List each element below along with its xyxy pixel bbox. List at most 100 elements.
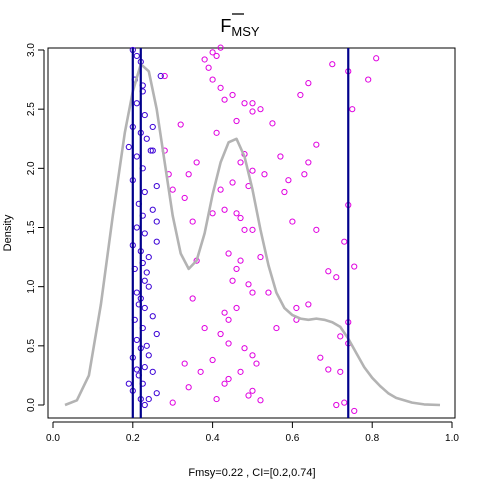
- scatter-point-low: [145, 253, 152, 261]
- scatter-point-high: [225, 340, 232, 347]
- scatter-point-low: [153, 218, 160, 225]
- scatter-point-high: [193, 159, 200, 166]
- scatter-point-low: [133, 52, 140, 60]
- scatter-point-high: [213, 395, 220, 403]
- scatter-point-high: [181, 360, 188, 367]
- scatter-point-high: [325, 268, 332, 275]
- scatter-point-low: [141, 111, 148, 119]
- scatter-point-high: [293, 304, 300, 312]
- scatter-point-high: [351, 407, 358, 415]
- scatter-point-high: [233, 210, 240, 217]
- scatter-point-high: [233, 265, 240, 273]
- scatter-point-high: [281, 188, 288, 196]
- scatter-point-low: [133, 100, 140, 107]
- scatter-point-low: [125, 380, 132, 387]
- scatter-point-low: [149, 206, 156, 213]
- scatter-point-high: [273, 324, 280, 332]
- scatter-point-high: [225, 250, 232, 257]
- y-tick-label: 1.0: [26, 279, 37, 293]
- scatter-point-low: [133, 336, 140, 344]
- scatter-point-high: [257, 253, 264, 261]
- scatter-point-high: [305, 159, 312, 166]
- scatter-point-low: [153, 390, 160, 397]
- scatter-point-high: [297, 91, 304, 99]
- scatter-point-high: [189, 218, 196, 225]
- scatter-point-high: [217, 44, 224, 51]
- scatter-point-high: [301, 171, 308, 178]
- scatter-point-high: [237, 257, 244, 264]
- scatter-point-high: [225, 375, 232, 383]
- y-tick-label: 3.0: [26, 43, 37, 57]
- scatter-point-low: [145, 352, 152, 359]
- scatter-point-low: [153, 330, 160, 338]
- scatter-point-low: [141, 188, 148, 196]
- scatter-point-high: [197, 368, 204, 375]
- y-axis-label: Density: [2, 214, 14, 251]
- scatter-point-low: [149, 368, 156, 375]
- scatter-point-high: [249, 108, 256, 115]
- scatter-point-high: [229, 179, 236, 186]
- scatter-point-low: [157, 72, 164, 80]
- scatter-point-high: [317, 354, 324, 361]
- scatter-point-high: [169, 186, 176, 193]
- points-layer: [125, 44, 380, 415]
- scatter-point-low: [147, 147, 154, 154]
- scatter-point-high: [349, 106, 356, 113]
- scatter-point-high: [229, 277, 236, 284]
- x-tick-label: 0.4: [206, 433, 220, 444]
- scatter-point-low: [153, 182, 160, 190]
- scatter-point-high: [189, 295, 196, 302]
- scatter-point-high: [337, 333, 344, 340]
- scatter-point-high: [341, 238, 348, 245]
- scatter-point-low: [141, 230, 148, 237]
- scatter-point-high: [257, 106, 264, 113]
- scatter-point-high: [201, 56, 208, 63]
- y-tick-label: 0.5: [26, 338, 37, 352]
- scatter-point-high: [285, 177, 292, 184]
- scatter-point-high: [241, 345, 248, 352]
- chart-title-main: F: [220, 16, 231, 36]
- scatter-point-high: [217, 186, 224, 193]
- x-tick-label: 0.2: [126, 433, 140, 444]
- scatter-point-high: [185, 171, 192, 178]
- scatter-point-high: [313, 226, 320, 233]
- scatter-point-high: [277, 153, 284, 160]
- scatter-point-high: [233, 117, 240, 125]
- scatter-point-high: [161, 72, 168, 80]
- scatter-point-high: [351, 263, 358, 270]
- scatter-point-high: [221, 96, 228, 103]
- scatter-point-low: [149, 123, 156, 131]
- scatter-point-high: [365, 76, 372, 83]
- scatter-point-high: [169, 399, 176, 406]
- scatter-point-low: [145, 395, 152, 403]
- x-tick-label: 0.8: [365, 433, 379, 444]
- x-axis: 0.0 0.2 0.4 0.6 0.8 1.0: [46, 421, 459, 444]
- scatter-point-high: [205, 64, 212, 71]
- scatter-point-high: [209, 210, 216, 217]
- scatter-point-high: [213, 129, 220, 136]
- scatter-point-low: [141, 401, 148, 409]
- scatter-point-high: [341, 399, 348, 406]
- scatter-point-high: [249, 100, 256, 107]
- scatter-point-high: [265, 289, 272, 296]
- scatter-point-high: [333, 274, 340, 281]
- scatter-point-high: [305, 80, 312, 87]
- scatter-point-high: [241, 100, 248, 107]
- scatter-point-high: [257, 397, 264, 404]
- scatter-point-low: [143, 269, 150, 276]
- scatter-point-high: [237, 159, 244, 166]
- scatter-point-high: [261, 171, 268, 178]
- scatter-point-high: [333, 401, 340, 409]
- scatter-point-low: [149, 147, 156, 154]
- scatter-point-high: [249, 226, 256, 233]
- scatter-point-high: [181, 194, 188, 202]
- scatter-point-high: [337, 368, 344, 375]
- scatter-point-high: [253, 360, 260, 367]
- x-tick-label: 0.6: [285, 433, 299, 444]
- scatter-point-low: [143, 342, 150, 349]
- scatter-point-high: [217, 330, 224, 338]
- plot-frame: [47, 47, 456, 419]
- x-axis-label: Fmsy=0.22 , CI=[0.2,0.74]: [188, 467, 315, 479]
- scatter-point-high: [325, 366, 332, 373]
